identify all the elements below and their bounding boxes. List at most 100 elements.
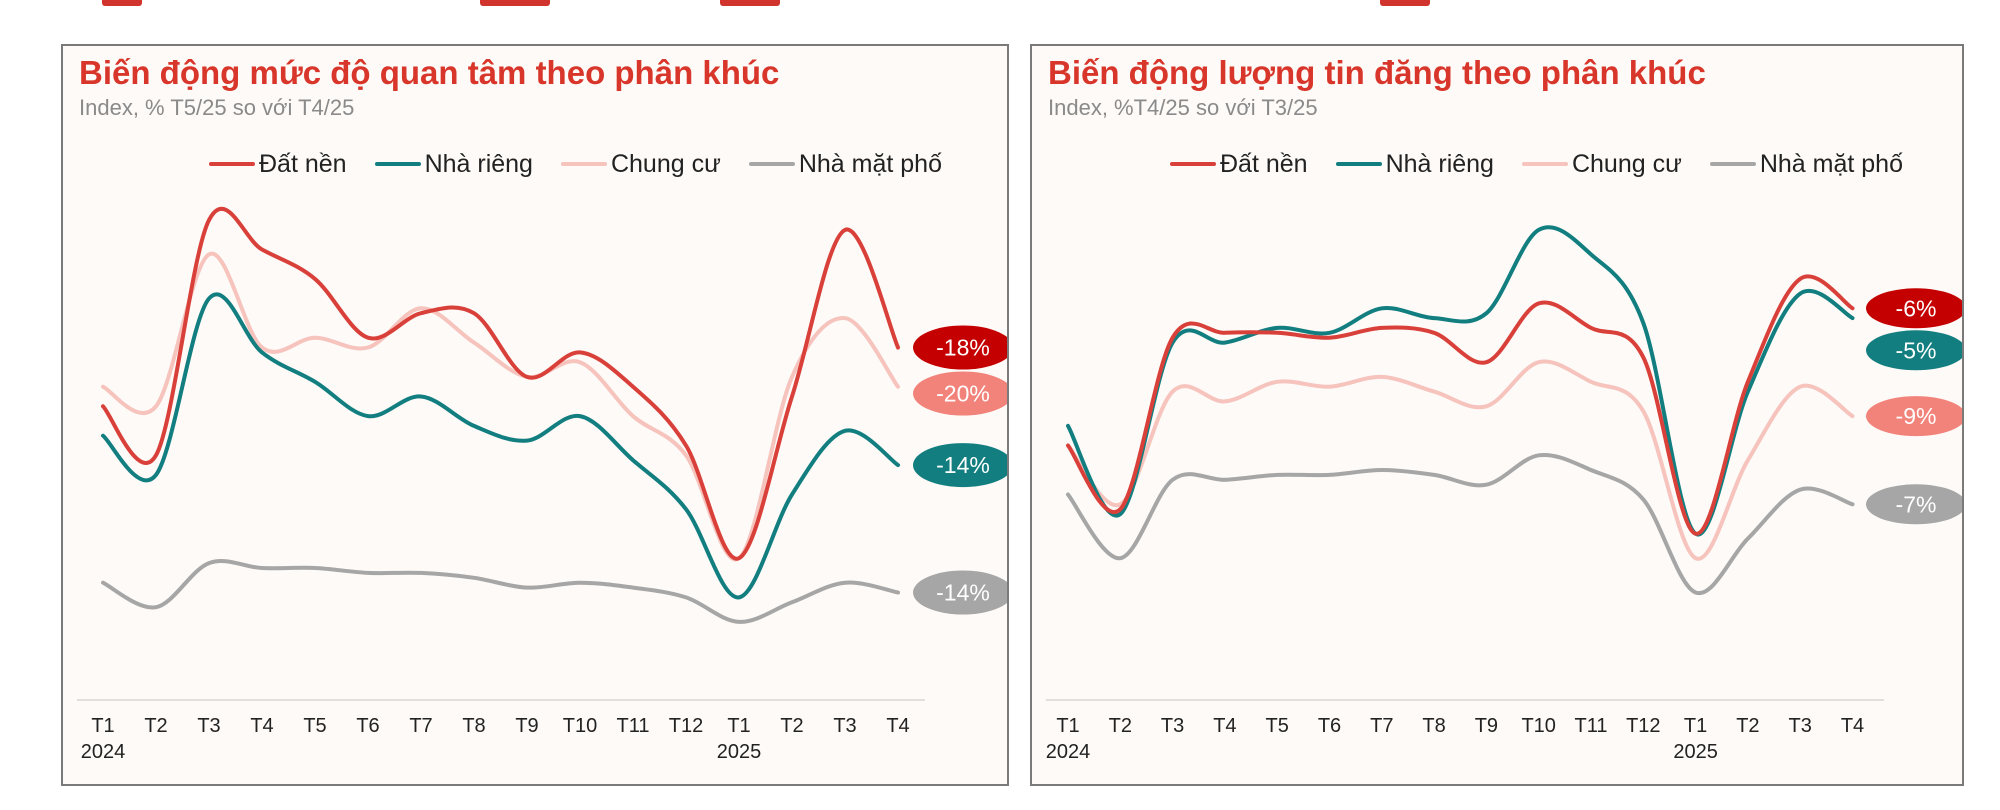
year-label: 2024	[1046, 741, 1091, 763]
badge-shape	[913, 570, 1007, 615]
x-tick-label: T3	[833, 715, 856, 737]
series-line-0	[1066, 274, 1855, 536]
end-value-badge: -6%	[1866, 288, 1962, 329]
series-line-3	[1066, 452, 1855, 596]
x-tick-label: T4	[250, 715, 273, 737]
badge-shape	[1866, 484, 1962, 525]
x-tick-label: T6	[1318, 715, 1341, 737]
x-tick-label: T3	[197, 715, 220, 737]
x-tick-label: T1	[1684, 715, 1707, 737]
x-tick-label: T2	[144, 715, 167, 737]
x-tick-label: T12	[1626, 715, 1660, 737]
x-tick-label: T8	[462, 715, 485, 737]
series-line-2	[1066, 359, 1855, 561]
end-value-badge: -20%	[913, 371, 1007, 416]
series-line-3	[101, 559, 900, 624]
x-tick-label: T10	[563, 715, 597, 737]
series-line-2	[101, 251, 900, 562]
legend-label: Đất nền	[1220, 149, 1308, 178]
legend-swatch	[1335, 162, 1382, 166]
year-label: 2025	[717, 741, 762, 763]
chart-legend: Đất nền Nhà riêng Chung cư Nhà mặt phố	[209, 146, 942, 182]
chart-panel-interest: Biến động mức độ quan tâm theo phân khúc…	[61, 44, 1009, 786]
x-tick-label: T4	[886, 715, 909, 737]
legend-label: Nhà mặt phố	[1759, 149, 1903, 178]
x-tick-label: T1	[727, 715, 750, 737]
x-tick-label: T9	[1475, 715, 1498, 737]
badge-shape	[913, 371, 1007, 416]
x-tick-label: T2	[780, 715, 803, 737]
chart-legend: Đất nền Nhà riêng Chung cư Nhà mặt phố	[1170, 146, 1903, 182]
legend-item-chung-cu: Chung cư	[560, 149, 721, 179]
end-value-badge: -14%	[913, 570, 1007, 615]
chart-subtitle: Index, %T4/25 so với T3/25	[1048, 95, 1318, 120]
legend-label: Chung cư	[610, 149, 721, 178]
end-value-badge: -7%	[1866, 484, 1962, 525]
legend-swatch	[209, 162, 255, 166]
x-tick-label: T3	[1789, 715, 1812, 737]
legend-item-dat-nen: Đất nền	[1170, 150, 1308, 179]
x-tick-label: T4	[1213, 715, 1236, 737]
legend-item-nha-mat-pho: Nhà mặt phố	[1709, 149, 1903, 179]
end-value-label: -7%	[1896, 491, 1937, 517]
x-tick-label: T11	[617, 715, 650, 737]
chart-title: Biến động mức độ quan tâm theo phân khúc	[79, 54, 780, 91]
badge-shape	[913, 443, 1007, 488]
x-tick-label: T7	[409, 715, 432, 737]
x-tick-label: T2	[1736, 715, 1759, 737]
legend-swatch	[560, 162, 607, 166]
chart-panel-listings: Biến động lượng tin đăng theo phân khúc …	[1030, 44, 1964, 786]
legend-item-nha-mat-pho: Nhà mặt phố	[748, 149, 942, 179]
x-tick-label: T1	[1056, 715, 1079, 737]
end-value-label: -6%	[1896, 295, 1937, 321]
legend-label: Đất nền	[259, 149, 347, 178]
line-chart-interest: T1 T2 T3 T4 T5 T6 T7 T8 T9 T10 T11 T12 T1 T2 T3 T4 2024 2…	[77, 207, 1007, 763]
x-tick-label: T5	[1266, 715, 1289, 737]
year-label: 2025	[1673, 741, 1718, 763]
legend-swatch	[748, 162, 795, 166]
x-tick-label: T3	[1161, 715, 1184, 737]
x-tick-label: T5	[303, 715, 326, 737]
legend-label: Nhà mặt phố	[798, 149, 942, 178]
legend-item-nha-rieng: Nhà riêng	[374, 149, 533, 179]
series-line-1	[101, 292, 900, 600]
x-tick-label: T2	[1109, 715, 1132, 737]
x-tick-label: T7	[1370, 715, 1393, 737]
legend-item-chung-cu: Chung cư	[1521, 149, 1682, 179]
legend-swatch	[1709, 162, 1756, 166]
end-value-label: -18%	[936, 335, 990, 361]
x-tick-label: T12	[669, 715, 703, 737]
legend-swatch	[1521, 162, 1568, 166]
x-tick-label: T8	[1422, 715, 1445, 737]
year-label: 2024	[81, 741, 126, 763]
legend-swatch	[374, 162, 421, 166]
badge-shape	[1866, 396, 1962, 437]
x-tick-label: T9	[515, 715, 538, 737]
end-value-label: -14%	[936, 580, 990, 606]
x-tick-label: T11	[1575, 715, 1608, 737]
x-tick-label: T6	[356, 715, 379, 737]
end-value-badge: -14%	[913, 443, 1007, 488]
top-heading-fragment	[0, 0, 2000, 10]
chart-subtitle: Index, % T5/25 so với T4/25	[79, 95, 355, 120]
legend-label: Chung cư	[1571, 149, 1682, 178]
chart-title: Biến động lượng tin đăng theo phân khúc	[1048, 54, 1706, 91]
end-value-badge: -18%	[913, 325, 1007, 370]
x-tick-label: T4	[1841, 715, 1864, 737]
end-value-label: -9%	[1896, 403, 1937, 429]
end-value-label: -14%	[936, 452, 990, 478]
legend-item-dat-nen: Đất nền	[209, 150, 347, 179]
badge-shape	[1866, 288, 1962, 329]
badge-shape	[913, 325, 1007, 370]
legend-swatch	[1170, 162, 1216, 166]
legend-label: Nhà riêng	[424, 149, 533, 178]
x-tick-label: T1	[91, 715, 114, 737]
legend-item-nha-rieng: Nhà riêng	[1335, 149, 1494, 179]
end-value-label: -5%	[1896, 337, 1937, 363]
x-tick-label: T10	[1521, 715, 1555, 737]
badge-shape	[1866, 330, 1962, 371]
legend-label: Nhà riêng	[1385, 149, 1494, 178]
line-chart-listings: T1 T2 T3 T4 T5 T6 T7 T8 T9 T10 T11 T12 T1 T2 T3 T4 2024 2…	[1046, 225, 1962, 763]
end-value-badge: -5%	[1866, 330, 1962, 371]
end-value-label: -20%	[936, 381, 990, 407]
